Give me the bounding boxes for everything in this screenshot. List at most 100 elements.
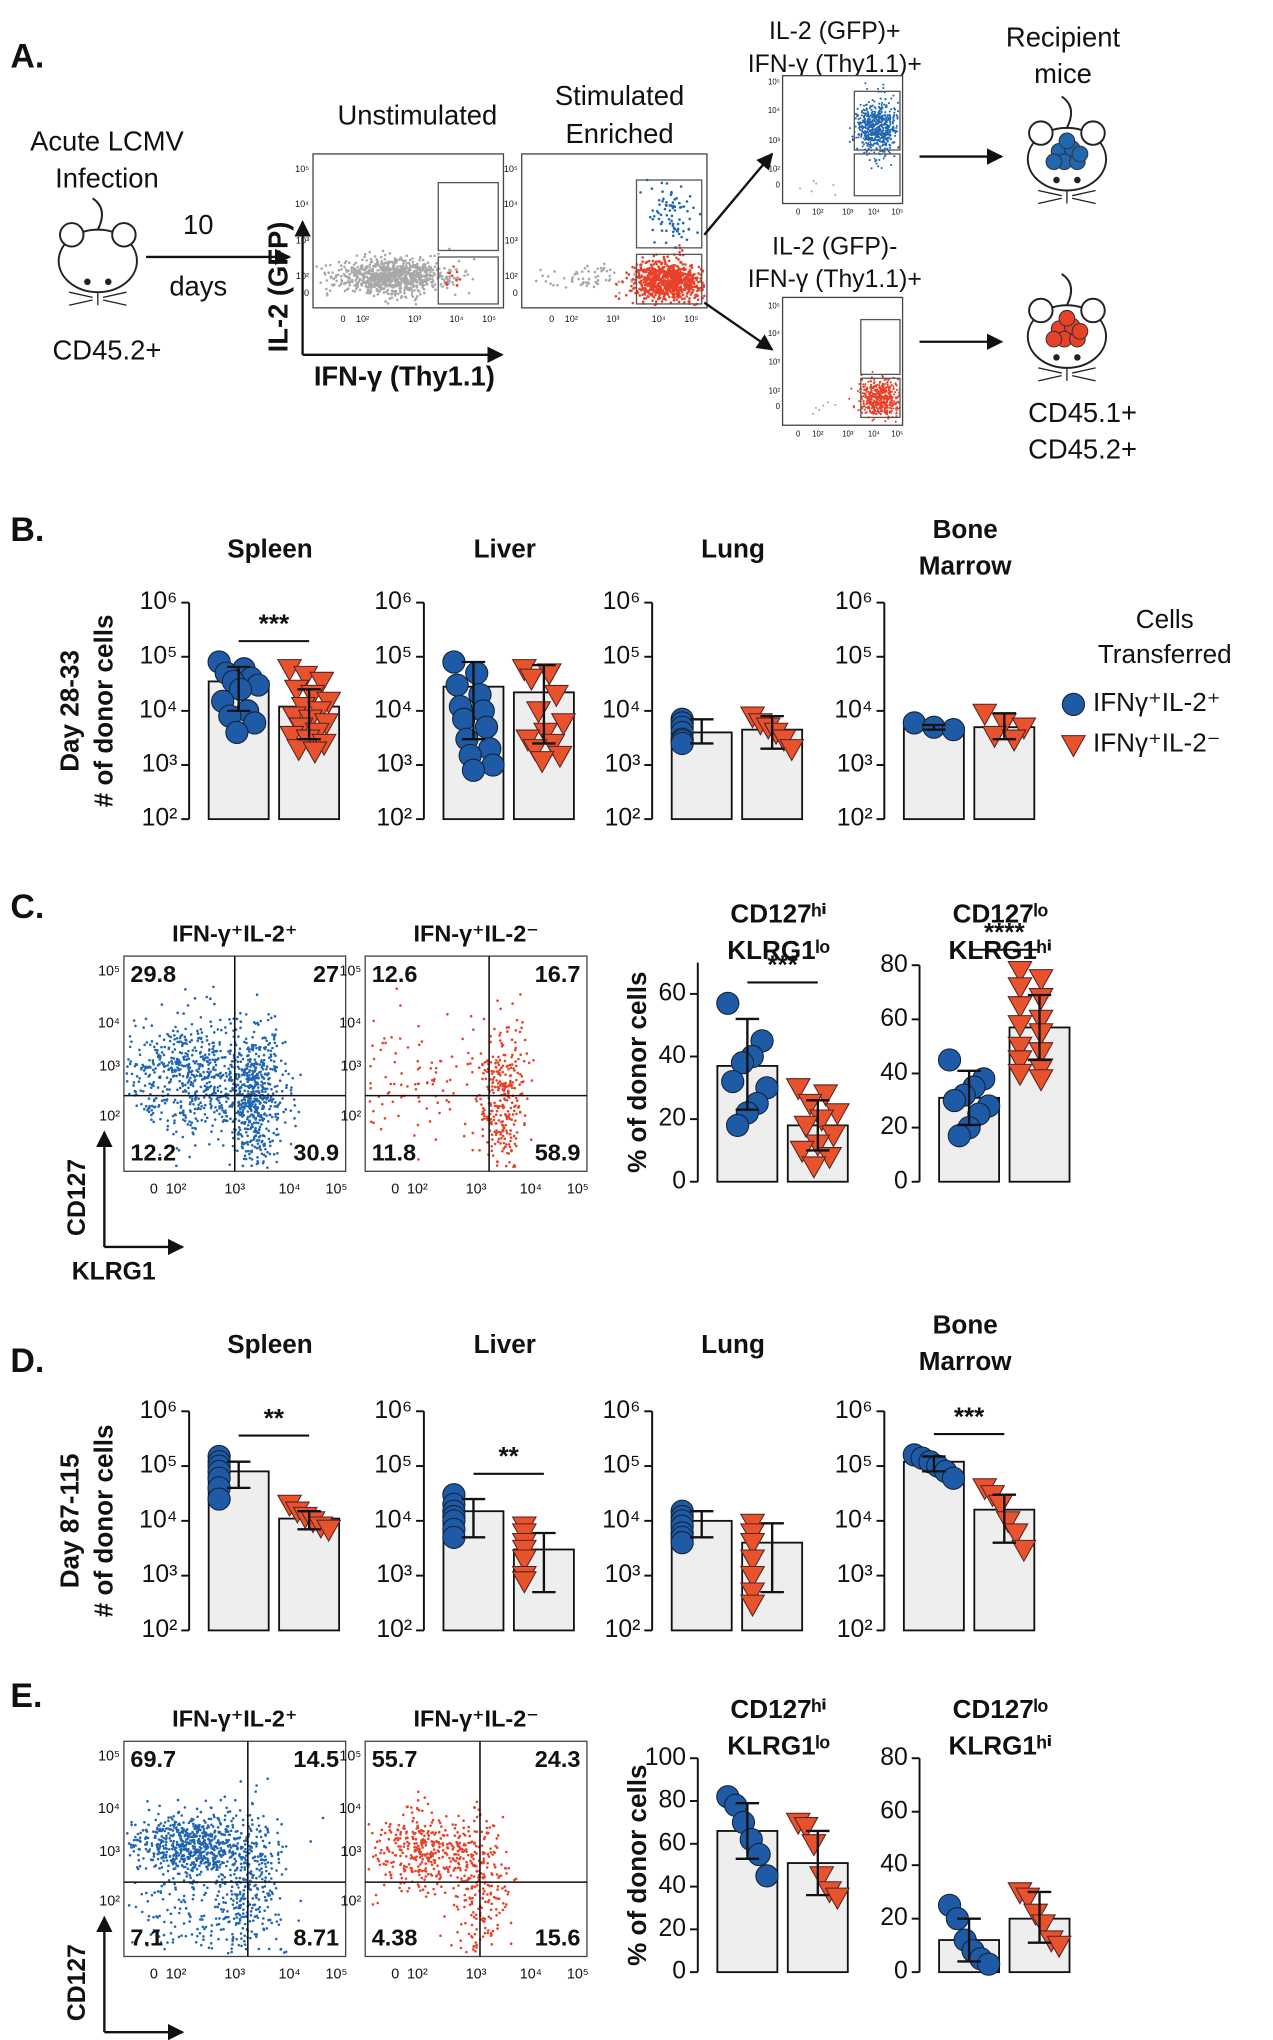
flow-event [154,1096,158,1100]
flow-event [642,280,646,284]
flow-event [392,289,396,293]
flow-event [404,280,408,284]
flow-event [657,273,661,277]
flow-event [417,1096,420,1099]
flow-event [149,1086,153,1089]
flow-event [497,1072,500,1076]
flow-event [199,1870,203,1874]
flow-event [511,1081,515,1084]
flow-event [893,107,896,110]
flow-event [352,263,356,266]
flow-event [408,258,412,262]
flow-event [238,1092,241,1095]
flow-event [249,1150,253,1153]
flow-event [246,1074,249,1077]
flow-event [370,273,374,276]
flow-event [867,380,870,383]
flow-event [175,1036,179,1040]
flow-event [862,131,865,134]
flow-event [235,1017,239,1021]
flow-event [497,1055,500,1059]
flow-event [887,389,890,392]
flow-event [814,406,818,409]
flow-event [445,283,449,287]
flow-event [698,286,701,290]
flow-event [237,1073,241,1077]
mouse-ear [1080,120,1106,146]
flow-event [439,271,442,275]
flow-event [869,383,873,386]
flow-event [496,1140,500,1143]
flow-event [513,1069,516,1072]
flow-event [185,1076,189,1079]
flow-event [409,281,412,285]
flow-event [697,265,701,269]
flow-event [191,1126,194,1130]
flow-event [693,296,696,300]
flow-event [614,294,618,298]
flow-tick-label: 10² [341,1108,362,1124]
flow-event [651,259,655,263]
flow-event [881,144,884,147]
flow-event [645,260,649,264]
flow-event [652,267,656,271]
flow-event [179,1104,183,1108]
flow-event [454,277,458,280]
flow-tick-label: 10³ [769,358,781,367]
flow-event [273,1015,277,1018]
flow-event [268,1152,272,1156]
flow-event [186,1073,190,1076]
flow-event [685,284,688,287]
mouse-ear [1080,297,1106,324]
flow-event [407,267,411,270]
flow-event [870,386,873,389]
flow-event [511,1113,515,1116]
quadrant-value: 11.8 [372,1140,416,1166]
flow-event [882,400,885,403]
flow-event [655,272,658,276]
flow-event [479,1097,482,1101]
flow-event [685,275,689,279]
flow-event [275,1118,279,1121]
flow-event [261,1161,265,1165]
flow-event [234,1859,238,1863]
flow-event [175,1855,178,1858]
flow-event [596,267,599,271]
flow-event [862,405,866,408]
flow-event [684,263,687,266]
flow-event [877,165,880,168]
flow-event [272,1131,276,1135]
flow-event [881,115,884,119]
flow-event [879,380,882,383]
flow-event [878,397,881,400]
flow-event [415,286,419,289]
flow-event [130,1072,134,1076]
flow-event [676,227,680,231]
flow-event [187,1062,191,1066]
flow-event [209,1024,213,1028]
flow-event [510,1055,513,1059]
flow-event [356,285,359,288]
flow-event [687,228,691,231]
flow-event [505,1131,509,1135]
flow-event [834,403,837,406]
flow-event [135,1865,139,1869]
flow-event [401,279,405,283]
flow-event [284,1069,288,1073]
flow-event [391,274,394,278]
flow-event [848,397,851,400]
flow-event [410,290,414,293]
flow-event [371,275,374,279]
flow-event [172,1042,176,1046]
flow-event [342,273,346,276]
flow-event [652,295,656,299]
flow-event [425,1081,429,1084]
flow-event [641,260,644,263]
flow-event [864,394,867,397]
flow-event [890,97,893,100]
flow-event [340,268,343,271]
flow-event [337,268,341,272]
flow-event [870,394,873,397]
flow-event [383,287,386,290]
